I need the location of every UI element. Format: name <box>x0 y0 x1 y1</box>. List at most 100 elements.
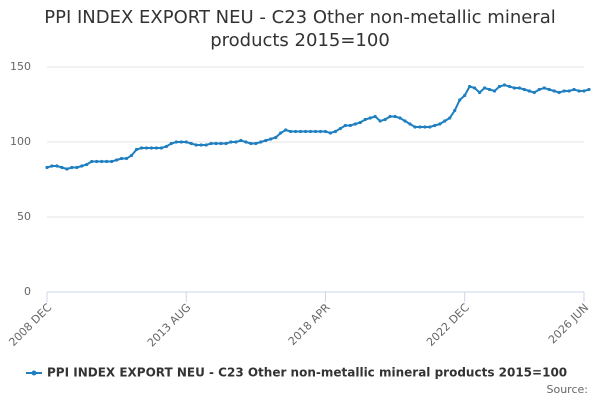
point <box>393 114 397 119</box>
point <box>294 129 298 134</box>
chart-title: PPI INDEX EXPORT NEU - C23 Other non-met… <box>44 7 556 51</box>
point <box>517 86 521 90</box>
point <box>567 89 571 93</box>
point <box>199 143 203 147</box>
point <box>129 153 134 158</box>
y-tick-label: 150 <box>10 60 31 73</box>
point <box>497 84 502 89</box>
point <box>303 129 308 134</box>
point <box>587 87 591 92</box>
point <box>90 159 94 164</box>
source: Source: <box>547 383 589 396</box>
point <box>124 156 129 161</box>
x-tick-label: 2013 AUG <box>145 301 194 350</box>
point <box>358 120 362 125</box>
point <box>134 147 139 152</box>
point <box>512 86 516 90</box>
point <box>179 140 183 144</box>
point <box>184 140 188 144</box>
point <box>537 87 541 92</box>
point <box>487 87 492 92</box>
point <box>368 116 372 120</box>
point <box>189 141 193 146</box>
point <box>443 119 447 123</box>
point <box>463 93 467 98</box>
point <box>75 165 79 170</box>
point <box>164 144 168 149</box>
point <box>323 129 328 134</box>
point <box>169 141 173 146</box>
point <box>318 129 323 134</box>
legend-label: PPI INDEX EXPORT NEU - C23 Other non-met… <box>47 366 567 380</box>
y-tick-label: 50 <box>17 210 31 223</box>
point <box>328 131 333 135</box>
point <box>254 141 258 146</box>
point <box>70 165 74 170</box>
point <box>224 141 228 146</box>
point <box>214 141 218 146</box>
point <box>383 117 387 122</box>
point <box>174 140 178 144</box>
point <box>378 119 382 123</box>
point <box>249 141 253 146</box>
point <box>428 125 432 129</box>
point <box>582 89 586 93</box>
x-tick-label: 2022 DEC <box>424 301 472 349</box>
point <box>492 89 497 93</box>
point <box>473 86 477 90</box>
point <box>65 167 69 171</box>
point <box>398 116 402 120</box>
point <box>353 122 357 126</box>
point <box>502 83 507 87</box>
point <box>482 86 487 90</box>
point <box>298 129 303 134</box>
point <box>279 131 283 135</box>
point <box>119 156 124 161</box>
point <box>458 98 462 102</box>
point <box>289 129 293 134</box>
point <box>423 125 427 129</box>
point <box>264 138 268 143</box>
point <box>219 141 223 146</box>
point <box>552 89 556 93</box>
point <box>507 84 512 89</box>
point <box>468 84 472 89</box>
point <box>60 165 64 170</box>
point <box>348 123 352 128</box>
point <box>448 116 452 120</box>
point <box>373 114 377 119</box>
point <box>209 141 213 146</box>
point <box>343 123 347 128</box>
point <box>159 146 163 150</box>
point <box>80 164 84 168</box>
x-tick-label: 2026 JUN <box>546 301 591 346</box>
point <box>204 143 208 147</box>
point <box>308 129 313 134</box>
point <box>413 125 417 129</box>
point <box>229 140 233 144</box>
point <box>438 122 442 126</box>
point <box>144 146 149 150</box>
point <box>234 140 238 144</box>
point <box>408 122 412 126</box>
point <box>194 143 198 147</box>
point <box>333 129 337 134</box>
point <box>577 89 581 93</box>
point <box>259 140 263 144</box>
point <box>313 129 318 134</box>
point <box>363 117 367 122</box>
point <box>110 159 114 164</box>
y-tick-label: 100 <box>10 135 31 148</box>
point <box>154 146 158 150</box>
point <box>115 158 119 162</box>
point <box>418 125 422 129</box>
point <box>149 146 154 150</box>
point <box>284 128 288 132</box>
point <box>95 159 99 164</box>
point <box>572 87 576 92</box>
point <box>388 114 392 119</box>
point <box>477 90 482 95</box>
point <box>274 135 278 140</box>
